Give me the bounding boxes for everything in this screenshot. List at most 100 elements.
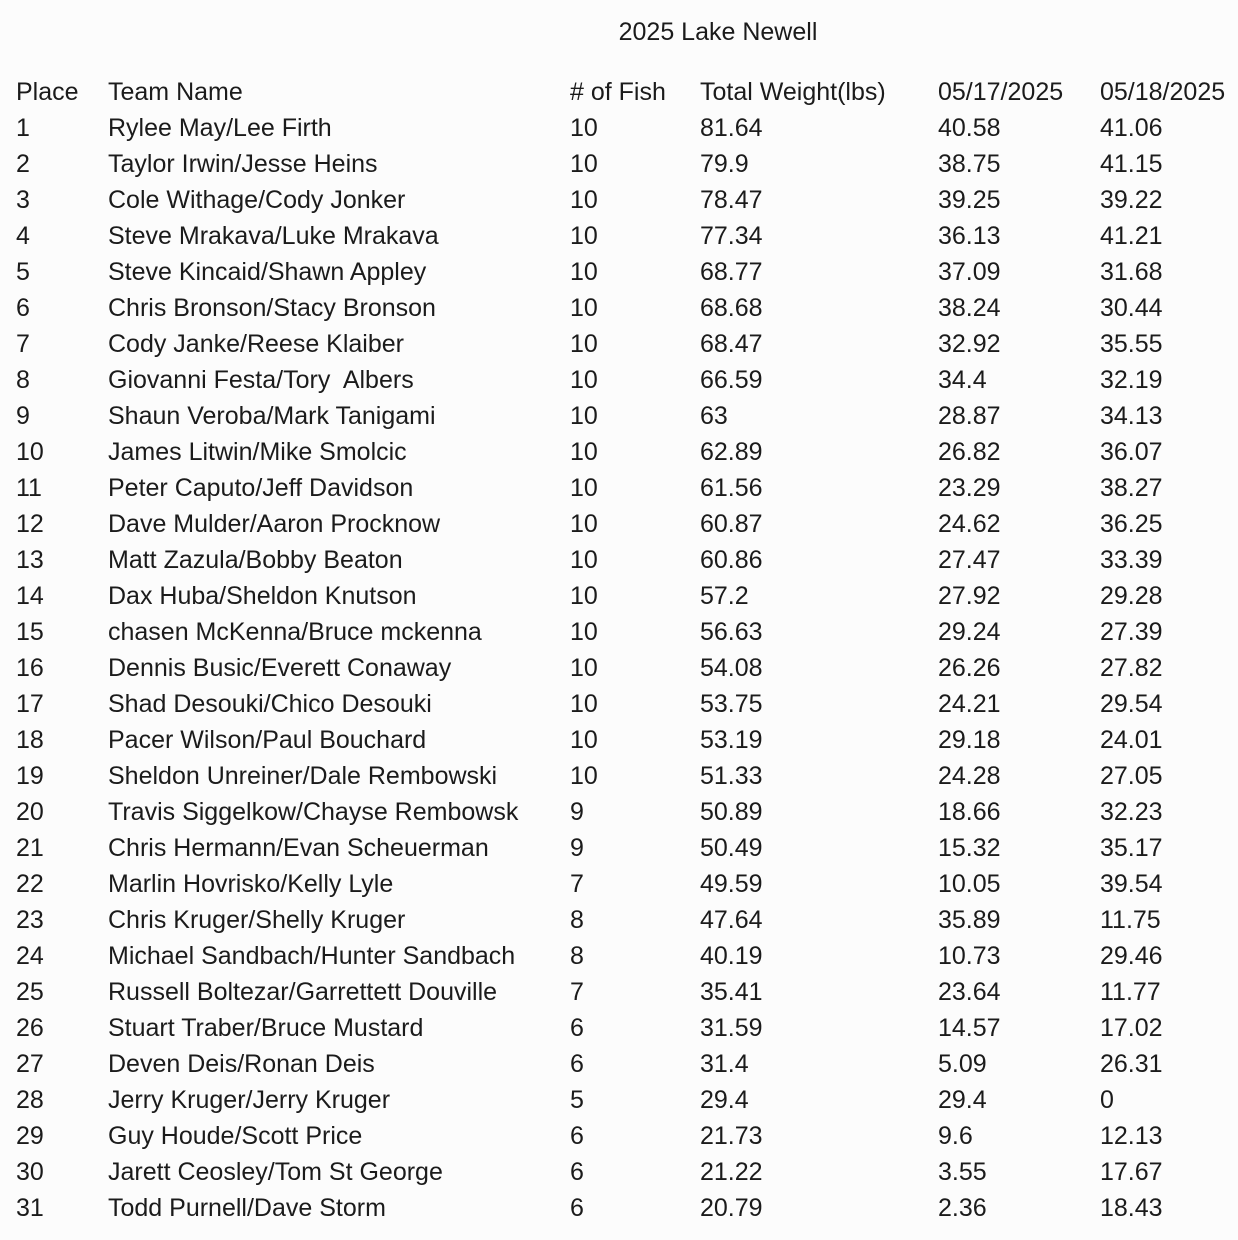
cell-day1-weight: 38.24	[938, 294, 1001, 322]
cell-team-name: Travis Siggelkow/Chayse Rembowsk	[108, 798, 519, 826]
cell-total-weight: 61.56	[700, 474, 763, 502]
cell-day2-weight: 0	[1100, 1086, 1114, 1114]
cell-team-name: Pacer Wilson/Paul Bouchard	[108, 726, 427, 754]
cell-team-name: Marlin Hovrisko/Kelly Lyle	[108, 870, 394, 898]
column-header-day2-date: 05/18/2025	[1100, 78, 1226, 106]
cell-place: 2	[16, 150, 30, 178]
cell-place: 25	[16, 978, 44, 1006]
table-row: 23 Chris Kruger/Shelly Kruger 8 47.64 35.89 1…	[0, 902, 1238, 938]
cell-fish-count: 7	[570, 978, 584, 1006]
cell-total-weight: 49.59	[700, 870, 763, 898]
cell-place: 21	[16, 834, 44, 862]
cell-day2-weight: 41.06	[1100, 114, 1163, 142]
column-header-place: Place	[16, 78, 79, 106]
cell-fish-count: 10	[570, 438, 598, 466]
cell-total-weight: 20.79	[700, 1194, 763, 1222]
cell-day1-weight: 32.92	[938, 330, 1001, 358]
cell-total-weight: 63	[700, 402, 728, 430]
cell-fish-count: 6	[570, 1050, 584, 1078]
cell-fish-count: 10	[570, 150, 598, 178]
cell-place: 5	[16, 258, 30, 286]
column-header-total-weight: Total Weight(lbs)	[700, 78, 886, 106]
cell-total-weight: 60.86	[700, 546, 763, 574]
cell-day1-weight: 15.32	[938, 834, 1001, 862]
cell-fish-count: 6	[570, 1014, 584, 1042]
cell-place: 17	[16, 690, 44, 718]
table-row: 9 Shaun Veroba/Mark Tanigami 10 63 28.87 34.1…	[0, 398, 1238, 434]
cell-place: 11	[16, 474, 42, 502]
cell-day1-weight: 24.62	[938, 510, 1001, 538]
cell-place: 22	[16, 870, 44, 898]
cell-fish-count: 10	[570, 654, 598, 682]
cell-fish-count: 5	[570, 1086, 584, 1114]
cell-fish-count: 10	[570, 762, 598, 790]
cell-total-weight: 77.34	[700, 222, 763, 250]
table-row: 25 Russell Boltezar/Garrettett Douville 7 3…	[0, 974, 1238, 1010]
cell-fish-count: 10	[570, 114, 598, 142]
cell-fish-count: 10	[570, 510, 598, 538]
cell-place: 6	[16, 294, 30, 322]
cell-day2-weight: 18.43	[1100, 1194, 1163, 1222]
cell-day1-weight: 18.66	[938, 798, 1001, 826]
cell-day1-weight: 10.73	[938, 942, 1001, 970]
cell-day2-weight: 32.23	[1100, 798, 1163, 826]
cell-team-name: Deven Deis/Ronan Deis	[108, 1050, 375, 1078]
table-body: 1 Rylee May/Lee Firth 10 81.64 40.58 41.06 2 Ta…	[0, 110, 1238, 1226]
cell-team-name: Chris Kruger/Shelly Kruger	[108, 906, 406, 934]
cell-place: 3	[16, 186, 30, 214]
cell-total-weight: 78.47	[700, 186, 763, 214]
cell-day1-weight: 36.13	[938, 222, 1001, 250]
cell-day1-weight: 40.58	[938, 114, 1001, 142]
cell-day2-weight: 41.15	[1100, 150, 1163, 178]
cell-day1-weight: 3.55	[938, 1158, 987, 1186]
cell-day1-weight: 28.87	[938, 402, 1001, 430]
cell-fish-count: 8	[570, 942, 584, 970]
table-row: 3 Cole Withage/Cody Jonker 10 78.47 39.25 39.…	[0, 182, 1238, 218]
cell-total-weight: 66.59	[700, 366, 763, 394]
cell-team-name: Dax Huba/Sheldon Knutson	[108, 582, 417, 610]
cell-day1-weight: 27.92	[938, 582, 1001, 610]
table-row: 19 Sheldon Unreiner/Dale Rembowski 10 51.33…	[0, 758, 1238, 794]
cell-place: 7	[16, 330, 30, 358]
cell-day2-weight: 36.07	[1100, 438, 1163, 466]
cell-fish-count: 6	[570, 1122, 584, 1150]
cell-fish-count: 8	[570, 906, 584, 934]
cell-fish-count: 10	[570, 618, 598, 646]
cell-total-weight: 68.77	[700, 258, 763, 286]
table-row: 1 Rylee May/Lee Firth 10 81.64 40.58 41.06	[0, 110, 1238, 146]
cell-total-weight: 50.49	[700, 834, 763, 862]
table-row: 8 Giovanni Festa/Tory Albers 10 66.59 34.4 32…	[0, 362, 1238, 398]
cell-fish-count: 9	[570, 834, 584, 862]
cell-team-name: Sheldon Unreiner/Dale Rembowski	[108, 762, 498, 790]
cell-total-weight: 56.63	[700, 618, 763, 646]
cell-day1-weight: 10.05	[938, 870, 1001, 898]
cell-total-weight: 50.89	[700, 798, 763, 826]
cell-day1-weight: 9.6	[938, 1122, 973, 1150]
cell-team-name: Chris Hermann/Evan Scheuerman	[108, 834, 489, 862]
cell-total-weight: 54.08	[700, 654, 763, 682]
cell-total-weight: 21.73	[700, 1122, 763, 1150]
cell-day1-weight: 29.4	[938, 1086, 987, 1114]
page-title: 2025 Lake Newell	[618, 18, 818, 46]
cell-place: 27	[16, 1050, 44, 1078]
cell-total-weight: 40.19	[700, 942, 763, 970]
cell-place: 9	[16, 402, 30, 430]
cell-day2-weight: 38.27	[1100, 474, 1163, 502]
table-row: 6 Chris Bronson/Stacy Bronson 10 68.68 38.24…	[0, 290, 1238, 326]
cell-day2-weight: 17.67	[1100, 1158, 1163, 1186]
cell-place: 16	[16, 654, 44, 682]
cell-place: 13	[16, 546, 44, 574]
cell-fish-count: 10	[570, 294, 598, 322]
cell-fish-count: 6	[570, 1194, 584, 1222]
cell-day2-weight: 11.77	[1100, 978, 1161, 1006]
cell-fish-count: 10	[570, 474, 598, 502]
column-header-fish-count: # of Fish	[570, 78, 666, 106]
cell-fish-count: 10	[570, 582, 598, 610]
table-row: 16 Dennis Busic/Everett Conaway 10 54.08 26.…	[0, 650, 1238, 686]
cell-total-weight: 57.2	[700, 582, 749, 610]
cell-place: 1	[16, 114, 30, 142]
cell-fish-count: 10	[570, 186, 598, 214]
cell-day1-weight: 26.82	[938, 438, 1001, 466]
cell-team-name: Taylor Irwin/Jesse Heins	[108, 150, 378, 178]
